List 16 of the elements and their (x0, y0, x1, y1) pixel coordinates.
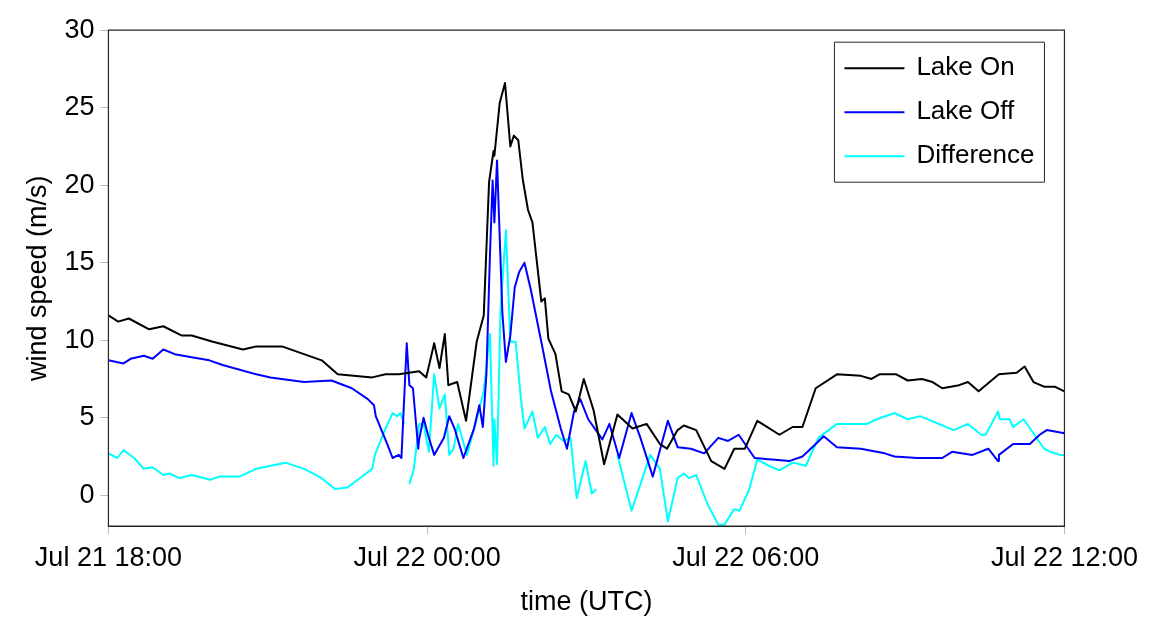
y-tick-label: 10 (64, 323, 95, 354)
y-tick-label: 30 (64, 13, 95, 44)
y-tick-label: 20 (64, 168, 95, 199)
x-tick-label: Jul 22 06:00 (672, 541, 820, 572)
x-tick-label: Jul 21 18:00 (34, 541, 182, 572)
y-tick-label: 15 (64, 246, 95, 277)
legend-label: Lake On (916, 51, 1015, 82)
y-tick-label: 25 (64, 91, 95, 122)
legend-label: Difference (916, 139, 1035, 170)
y-tick-label: 0 (79, 478, 95, 509)
x-tick-label: Jul 22 12:00 (990, 541, 1138, 572)
x-axis-title: time (UTC) (520, 586, 653, 617)
x-tick-label: Jul 22 00:00 (353, 541, 501, 572)
legend-label: Lake Off (916, 95, 1015, 126)
y-tick-label: 5 (79, 401, 95, 432)
y-axis-title: wind speed (m/s) (21, 175, 52, 382)
